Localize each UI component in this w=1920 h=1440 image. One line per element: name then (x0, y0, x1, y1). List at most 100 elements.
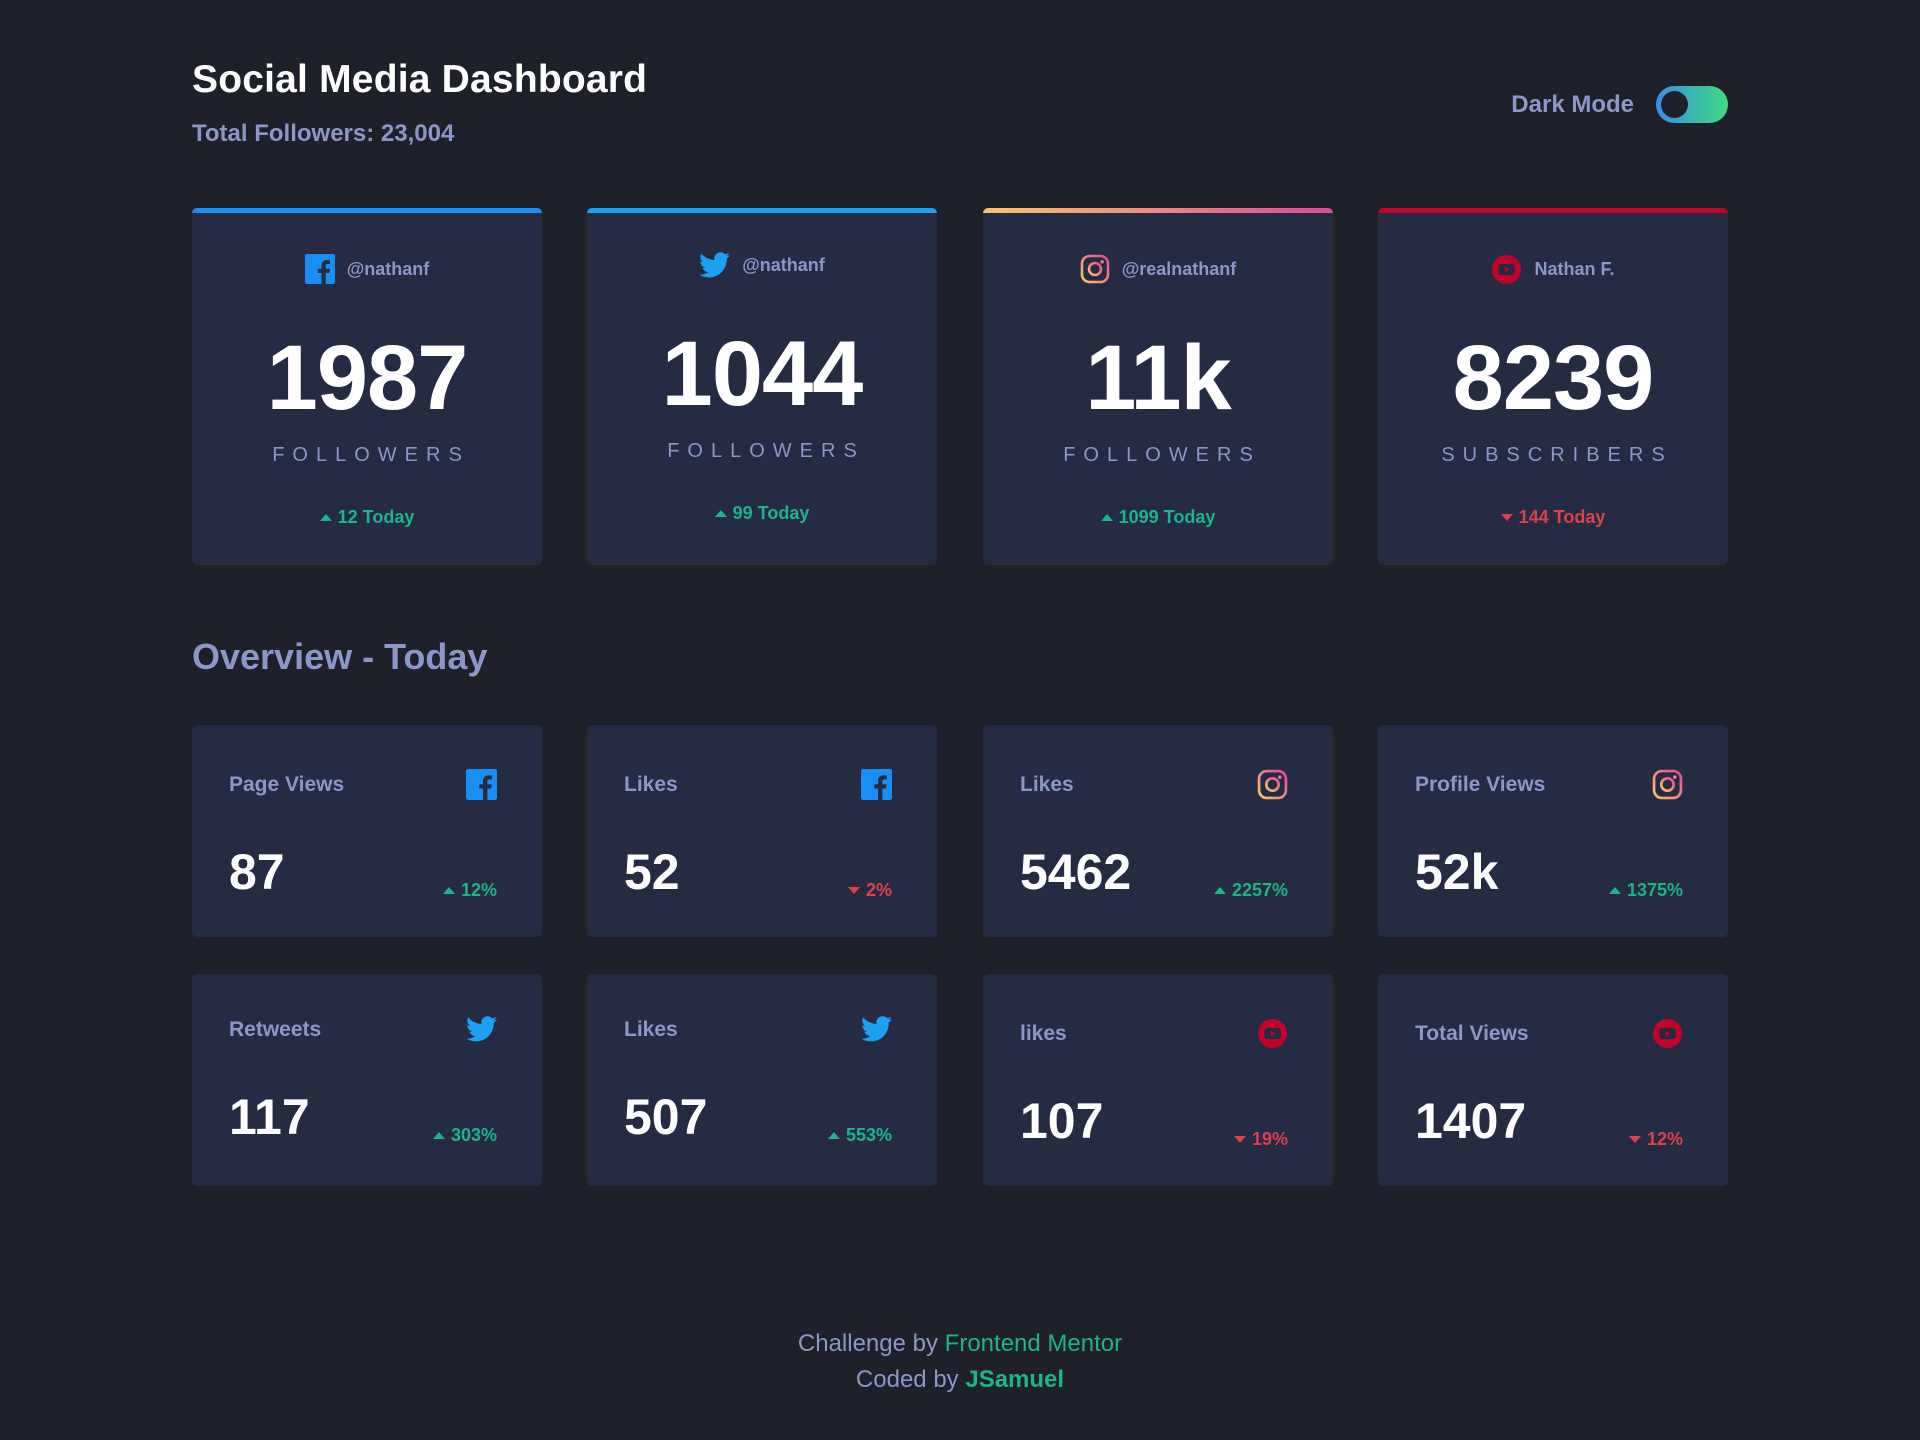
overview-card-youtube-total-views[interactable]: Total Views 1407 12% (1378, 974, 1728, 1186)
trend-up-icon (319, 514, 332, 521)
card-accent-bar (192, 208, 542, 213)
handle-row: @nathanf (587, 252, 937, 278)
card-accent-bar (1378, 208, 1728, 213)
follower-card-twitter[interactable]: @nathanf 1044 FOLLOWERS 99 Today (587, 208, 937, 565)
overview-card-facebook-likes[interactable]: Likes 52 2% (587, 725, 937, 937)
footer: Challenge by Frontend Mentor Coded by JS… (0, 1326, 1920, 1398)
trend-up-icon (1100, 514, 1113, 521)
trend-down-icon (1233, 1136, 1246, 1143)
follower-count: 8239 (1452, 327, 1655, 429)
trend-down-icon (847, 887, 860, 894)
metric-delta: 553% (827, 1125, 892, 1146)
follower-unit: FOLLOWERS (667, 440, 865, 462)
footer-author-line: Coded by JSamuel (0, 1362, 1920, 1398)
metric-label: Retweets (229, 1018, 322, 1041)
overview-card-facebook-page-views[interactable]: Page Views 87 12% (192, 725, 542, 937)
metric-delta: 303% (432, 1125, 497, 1146)
overview-cards: Page Views 87 12% Likes 52 2% Likes (192, 725, 1728, 1187)
follower-card-facebook[interactable]: @nathanf 1987 FOLLOWERS 12 Today (192, 208, 542, 565)
metric-delta: 19% (1233, 1129, 1288, 1150)
overview-card-youtube-likes[interactable]: likes 107 19% (983, 974, 1333, 1186)
coded-prefix: Coded by (855, 1366, 959, 1393)
twitter-icon (466, 1016, 497, 1047)
metric-value: 107 (1020, 1093, 1104, 1149)
account-handle: @realnathanf (1121, 258, 1237, 279)
metric-label: Likes (624, 773, 678, 796)
dark-mode-control: Dark Mode (1511, 86, 1728, 123)
delta-text: 99 Today (732, 503, 810, 523)
metric-delta: 12% (442, 880, 497, 901)
follower-unit: FOLLOWERS (1063, 444, 1261, 466)
metric-value: 52k (1415, 844, 1499, 900)
trend-up-icon (432, 1132, 445, 1139)
overview-title: Overview - Today (192, 636, 488, 677)
delta-text: 12 Today (337, 507, 415, 527)
handle-row: @nathanf (192, 254, 542, 284)
follower-cards: @nathanf 1987 FOLLOWERS 12 Today @nathan… (192, 208, 1728, 565)
metric-value: 1407 (1415, 1093, 1527, 1149)
metric-value: 507 (624, 1089, 708, 1145)
trend-up-icon (442, 887, 455, 894)
facebook-icon (466, 769, 497, 800)
twitter-icon (699, 252, 731, 278)
follower-card-instagram[interactable]: @realnathanf 11k FOLLOWERS 1099 Today (983, 208, 1333, 565)
follower-count: 11k (1085, 327, 1231, 429)
facebook-icon (304, 254, 335, 284)
delta-text: 303% (450, 1125, 497, 1145)
delta-text: 19% (1251, 1129, 1288, 1149)
delta-text: 144 Today (1518, 507, 1606, 527)
frontend-mentor-link[interactable]: Frontend Mentor (944, 1330, 1123, 1357)
page-title: Social Media Dashboard (192, 58, 648, 101)
challenge-prefix: Challenge by (797, 1330, 938, 1357)
overview-card-twitter-likes[interactable]: Likes 507 553% (587, 974, 937, 1186)
overview-card-instagram-likes[interactable]: Likes 5462 2257% (983, 725, 1333, 937)
dark-mode-label: Dark Mode (1511, 90, 1634, 118)
metric-value: 117 (229, 1089, 310, 1145)
youtube-icon (1652, 1018, 1683, 1049)
card-accent-bar (587, 208, 937, 213)
account-handle: @nathanf (346, 258, 430, 279)
trend-down-icon (1628, 1136, 1641, 1143)
footer-challenge-line: Challenge by Frontend Mentor (0, 1326, 1920, 1362)
youtube-icon (1257, 1018, 1288, 1049)
instagram-icon (1080, 254, 1110, 284)
delta-text: 1375% (1626, 880, 1683, 900)
overview-card-instagram-profile-views[interactable]: Profile Views 52k 1375% (1378, 725, 1728, 937)
account-handle: @nathanf (742, 254, 825, 275)
follower-card-youtube[interactable]: Nathan F. 8239 SUBSCRIBERS 144 Today (1378, 208, 1728, 565)
metric-delta: 2% (847, 880, 892, 901)
trend-down-icon (1500, 514, 1513, 521)
delta-text: 12% (460, 880, 497, 900)
trend-up-icon (1213, 887, 1226, 894)
instagram-icon (1257, 769, 1288, 800)
metric-delta: 12% (1628, 1129, 1683, 1150)
delta-text: 2257% (1231, 880, 1288, 900)
metric-label: Total Views (1415, 1022, 1529, 1045)
instagram-icon (1652, 769, 1683, 800)
metric-value: 52 (624, 844, 680, 900)
metric-value: 5462 (1020, 844, 1132, 900)
overview-card-twitter-retweets[interactable]: Retweets 117 303% (192, 974, 542, 1186)
follower-delta: 99 Today (587, 503, 937, 524)
author-link[interactable]: JSamuel (965, 1366, 1065, 1393)
follower-count: 1044 (661, 323, 864, 425)
dark-mode-toggle[interactable] (1656, 86, 1728, 123)
account-handle: Nathan F. (1534, 259, 1615, 279)
follower-count: 1987 (266, 327, 469, 429)
handle-row: Nathan F. (1378, 254, 1728, 285)
facebook-icon (861, 769, 892, 800)
trend-up-icon (714, 510, 727, 517)
metric-value: 87 (229, 844, 285, 900)
follower-delta: 144 Today (1378, 507, 1728, 528)
metric-label: Likes (1020, 773, 1074, 796)
handle-row: @realnathanf (983, 254, 1333, 284)
total-followers: Total Followers: 23,004 (192, 120, 455, 147)
delta-text: 1099 Today (1118, 507, 1216, 527)
youtube-icon (1491, 254, 1522, 285)
delta-text: 2% (865, 880, 892, 900)
header: Social Media Dashboard Total Followers: … (192, 56, 1728, 156)
toggle-knob (1661, 91, 1688, 118)
follower-delta: 1099 Today (983, 507, 1333, 528)
metric-label: Likes (624, 1018, 678, 1041)
